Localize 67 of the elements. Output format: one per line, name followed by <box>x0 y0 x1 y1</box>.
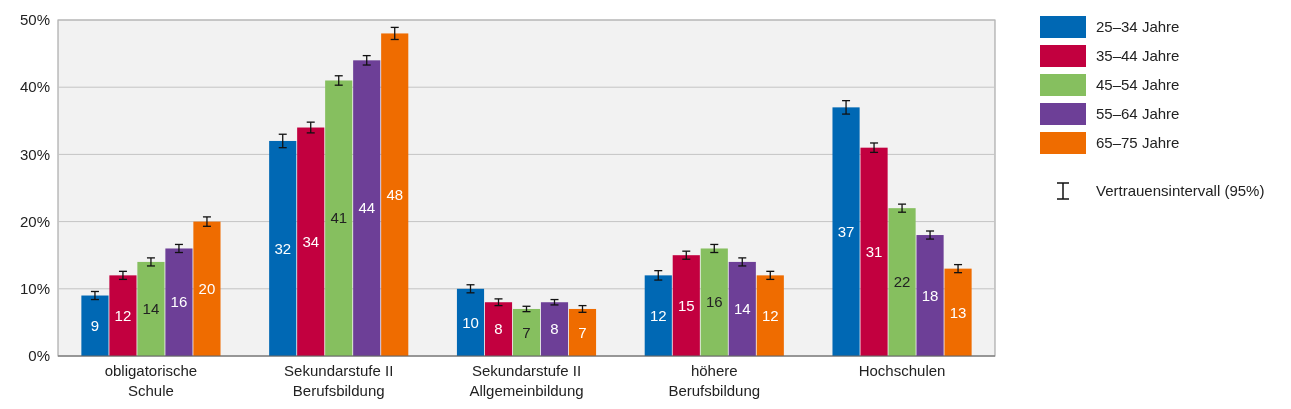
data-label: 12 <box>114 306 132 324</box>
y-tick-label: 20% <box>19 212 50 230</box>
data-label: 15 <box>677 296 695 314</box>
bar <box>109 275 137 356</box>
data-label: 16 <box>705 293 723 311</box>
data-label: 16 <box>170 293 188 311</box>
data-label: 10 <box>462 313 479 331</box>
data-label: 20 <box>198 280 216 298</box>
data-label: 12 <box>649 306 667 324</box>
bar <box>325 80 353 356</box>
bar <box>888 208 916 356</box>
data-label: 14 <box>142 300 160 318</box>
x-tick-label: höhere Berufsbildung <box>668 362 761 399</box>
x-tick-label: Sekundarstufe II Allgemeinbildung <box>469 362 584 399</box>
data-label: 37 <box>837 222 855 240</box>
bar <box>916 235 944 356</box>
bar <box>297 127 325 356</box>
data-label: 34 <box>302 233 320 251</box>
bar <box>165 248 193 356</box>
x-tick-label: Sekundarstufe II Berufsbildung <box>284 362 394 399</box>
bar <box>456 288 485 356</box>
data-label: 41 <box>330 209 348 227</box>
y-tick-label: 50% <box>19 11 50 29</box>
data-label: 9 <box>90 317 100 335</box>
x-tick-label: Hochschulen <box>858 362 946 379</box>
data-label: 48 <box>386 185 404 203</box>
data-label: 18 <box>921 286 939 304</box>
data-label: 7 <box>578 323 587 341</box>
y-tick-label: 10% <box>19 280 50 298</box>
y-tick-label: 0% <box>28 347 50 365</box>
data-label: 44 <box>358 199 376 217</box>
bar <box>484 302 513 356</box>
x-tick-label: obligatorische Schule <box>104 362 198 399</box>
bar <box>269 140 297 356</box>
y-tick-label: 40% <box>19 78 50 96</box>
data-label: 32 <box>274 239 292 257</box>
bar <box>540 302 569 356</box>
data-label: 22 <box>893 273 911 291</box>
bar <box>944 268 972 356</box>
bar <box>832 107 860 356</box>
data-label: 8 <box>550 320 559 338</box>
bar <box>568 308 597 356</box>
legend-label: 35–44 Jahre <box>1096 47 1180 65</box>
data-label: 13 <box>949 303 967 321</box>
bar <box>381 33 409 356</box>
bar <box>81 295 109 356</box>
data-label: 7 <box>522 323 531 341</box>
legend-label: 55–64 Jahre <box>1096 105 1180 123</box>
legend-label: 65–75 Jahre <box>1096 134 1180 152</box>
bar <box>193 221 221 356</box>
bar <box>672 255 700 356</box>
bar <box>860 147 888 356</box>
legend-label: 25–34 Jahre <box>1096 18 1180 36</box>
data-label: 8 <box>494 320 503 338</box>
text: Vertrauensintervall (95%) <box>1096 182 1265 200</box>
bar <box>137 261 165 356</box>
data-label: 14 <box>733 300 751 318</box>
legend-label: 45–54 Jahre <box>1096 76 1180 94</box>
data-label: 12 <box>761 306 779 324</box>
bar <box>353 60 381 356</box>
bar <box>728 261 756 356</box>
bar <box>644 275 672 356</box>
data-label: 31 <box>865 243 883 261</box>
bar <box>512 308 541 356</box>
bar <box>700 248 728 356</box>
bar <box>756 275 784 356</box>
y-tick-label: 30% <box>19 145 50 163</box>
